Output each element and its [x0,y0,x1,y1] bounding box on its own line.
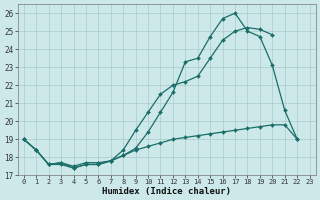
X-axis label: Humidex (Indice chaleur): Humidex (Indice chaleur) [102,187,231,196]
